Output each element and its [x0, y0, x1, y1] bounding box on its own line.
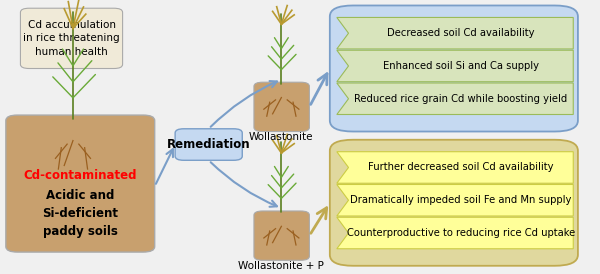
FancyBboxPatch shape [254, 82, 310, 132]
Polygon shape [337, 152, 573, 183]
FancyBboxPatch shape [175, 129, 242, 160]
Text: Further decreased soil Cd availability: Further decreased soil Cd availability [368, 162, 554, 172]
FancyBboxPatch shape [330, 5, 578, 132]
Text: Reduced rice grain Cd while boosting yield: Reduced rice grain Cd while boosting yie… [354, 94, 568, 104]
Text: Acidic and
Si-deficient
paddy soils: Acidic and Si-deficient paddy soils [42, 189, 118, 238]
FancyBboxPatch shape [330, 140, 578, 266]
Text: Wollastonite + P: Wollastonite + P [238, 261, 325, 271]
Polygon shape [337, 184, 573, 216]
Polygon shape [337, 18, 573, 49]
Text: Wollastonite: Wollastonite [249, 133, 314, 142]
Text: Decreased soil Cd availability: Decreased soil Cd availability [387, 28, 535, 38]
FancyBboxPatch shape [254, 211, 310, 260]
Polygon shape [337, 217, 573, 249]
Text: Cd-contaminated: Cd-contaminated [23, 169, 137, 182]
Polygon shape [337, 50, 573, 82]
Text: Remediation: Remediation [167, 138, 251, 151]
Text: Counterproductive to reducing rice Cd uptake: Counterproductive to reducing rice Cd up… [347, 228, 575, 238]
Polygon shape [337, 83, 573, 115]
FancyBboxPatch shape [6, 115, 155, 252]
Text: Enhanced soil Si and Ca supply: Enhanced soil Si and Ca supply [383, 61, 539, 71]
Text: Dramatically impeded soil Fe and Mn supply: Dramatically impeded soil Fe and Mn supp… [350, 195, 572, 205]
FancyBboxPatch shape [20, 8, 122, 68]
Text: Cd accumulation
in rice threatening
human health: Cd accumulation in rice threatening huma… [23, 20, 120, 56]
